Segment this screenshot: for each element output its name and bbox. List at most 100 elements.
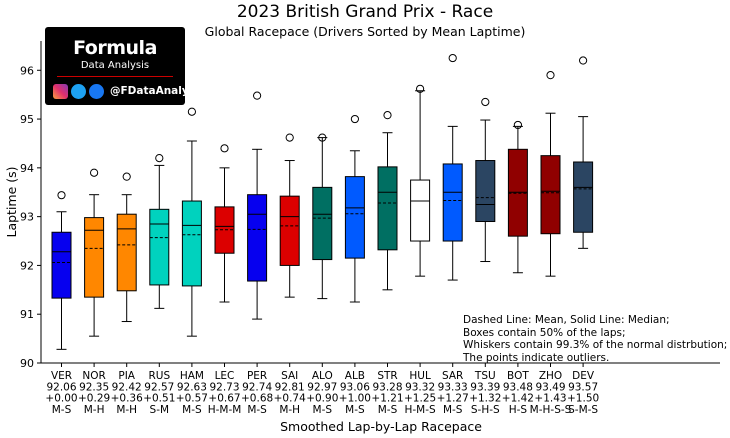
- driver-code: LEC: [215, 370, 235, 382]
- driver-box-zho: [540, 71, 561, 277]
- outlier-point: [383, 111, 392, 120]
- chart-title: 2023 British Grand Prix - Race: [236, 2, 494, 22]
- y-tick-label: 90: [20, 357, 34, 370]
- driver-mean: 92.97: [307, 381, 337, 393]
- driver-tyres: M-S: [378, 404, 398, 416]
- brand-logo: Formula Data Analysis @FDataAnalysis: [45, 27, 205, 105]
- outlier-point: [220, 144, 229, 153]
- driver-mean: 92.42: [112, 381, 142, 393]
- logo-subtitle: Data Analysis: [80, 60, 150, 71]
- driver-delta: +1.27: [437, 393, 469, 405]
- outlier-point: [579, 56, 588, 65]
- driver-box-per: [247, 91, 268, 320]
- driver-delta: +0.57: [176, 393, 208, 405]
- logo-handle: @FDataAnalysis: [110, 85, 205, 97]
- iqr-box: [247, 194, 268, 282]
- driver-code: ZHO: [539, 370, 562, 382]
- driver-mean: 92.57: [144, 381, 174, 393]
- driver-delta: +1.00: [339, 393, 371, 405]
- iqr-box: [442, 163, 463, 242]
- driver-delta: +1.25: [404, 393, 436, 405]
- driver-tyres: M-H-S-S: [530, 404, 572, 416]
- driver-delta: +1.42: [502, 393, 534, 405]
- driver-tyres: M-S: [182, 404, 202, 416]
- iqr-box: [573, 161, 594, 233]
- outlier-point: [318, 133, 327, 142]
- annotation-line: Boxes contain 50% of the laps;: [463, 326, 626, 339]
- driver-mean: 93.32: [405, 381, 435, 393]
- outlier-point: [448, 53, 457, 63]
- driver-tyres: M-H: [279, 404, 300, 416]
- driver-box-pia: [116, 172, 137, 323]
- driver-code: RUS: [148, 370, 170, 382]
- outlier-point: [90, 168, 99, 177]
- driver-tyres: M-S: [443, 404, 463, 416]
- driver-box-tsu: [475, 97, 496, 263]
- driver-delta: +1.21: [371, 393, 403, 405]
- logo-social: @FDataAnalysis: [53, 83, 205, 99]
- driver-delta: +0.36: [111, 393, 143, 405]
- driver-mean: 92.74: [242, 381, 272, 393]
- driver-mean: 93.28: [372, 381, 402, 393]
- driver-tyres: M-H: [84, 404, 105, 416]
- chart-boxes: [51, 53, 594, 350]
- driver-tyres: M-H: [116, 404, 137, 416]
- logo-divider: [57, 76, 173, 77]
- chart-subtitle: Global Racepace (Drivers Sorted by Mean …: [204, 24, 526, 39]
- outlier-point: [546, 71, 555, 80]
- driver-mean: 92.81: [275, 381, 305, 393]
- driver-delta: +0.00: [45, 393, 77, 405]
- iqr-box: [51, 231, 72, 299]
- driver-delta: +0.51: [143, 393, 175, 405]
- driver-mean: 92.35: [79, 381, 109, 393]
- driver-delta: +0.29: [78, 393, 110, 405]
- driver-delta: +1.43: [534, 393, 566, 405]
- driver-mean: 92.73: [209, 381, 239, 393]
- driver-mean: 93.48: [503, 381, 533, 393]
- x-tick-labels: VER92.06+0.00M-SNOR92.35+0.29M-HPIA92.42…: [45, 370, 599, 416]
- driver-box-nor: [84, 168, 105, 337]
- outlier-point: [350, 114, 359, 124]
- y-tick-label: 96: [20, 64, 34, 77]
- annotation-line: Whiskers contain 99.3% of the normal dis…: [463, 339, 728, 352]
- outlier-point: [285, 133, 294, 142]
- driver-code: HUL: [409, 370, 431, 382]
- driver-delta: +0.68: [241, 393, 273, 405]
- driver-mean: 92.06: [46, 381, 76, 393]
- driver-code: BOT: [507, 370, 529, 382]
- outlier-point: [122, 172, 131, 181]
- driver-delta: +0.74: [274, 393, 306, 405]
- outlier-point: [155, 153, 164, 163]
- y-tick-label: 93: [20, 211, 34, 224]
- driver-tyres: S-H-S: [471, 404, 500, 416]
- x-axis-title: Smoothed Lap-by-Lap Racepace: [280, 419, 482, 434]
- driver-tyres: S-M-S: [568, 404, 598, 416]
- iqr-box: [279, 195, 300, 266]
- logo-title: Formula: [73, 37, 157, 59]
- iqr-box: [344, 176, 365, 259]
- chart-axes: 90 91 92 93 94 95 96: [20, 41, 720, 370]
- iqr-box: [475, 160, 496, 223]
- y-tick-label: 94: [20, 162, 34, 175]
- driver-box-alo: [312, 133, 333, 300]
- driver-delta: +0.67: [208, 393, 240, 405]
- driver-box-hul: [410, 84, 431, 277]
- iqr-box: [181, 200, 202, 287]
- driver-tyres: M-S: [247, 404, 267, 416]
- driver-tyres: H-M-S: [404, 404, 436, 416]
- driver-box-sar: [442, 53, 463, 281]
- driver-code: SAI: [281, 370, 298, 382]
- driver-delta: +0.90: [306, 393, 338, 405]
- driver-code: PER: [247, 370, 267, 382]
- legend-annotation: Dashed Line: Mean, Solid Line: Median; B…: [463, 314, 727, 364]
- outlier-point: [57, 191, 66, 200]
- driver-delta: +1.50: [567, 393, 599, 405]
- iqr-box: [84, 217, 105, 298]
- driver-tyres: S-M: [150, 404, 170, 416]
- driver-box-sai: [279, 133, 300, 298]
- annotation-line: The points indicate outliers.: [463, 351, 610, 364]
- outlier-point: [513, 120, 523, 130]
- driver-code: ALB: [345, 370, 365, 382]
- driver-box-lec: [214, 144, 235, 303]
- driver-box-rus: [149, 153, 170, 309]
